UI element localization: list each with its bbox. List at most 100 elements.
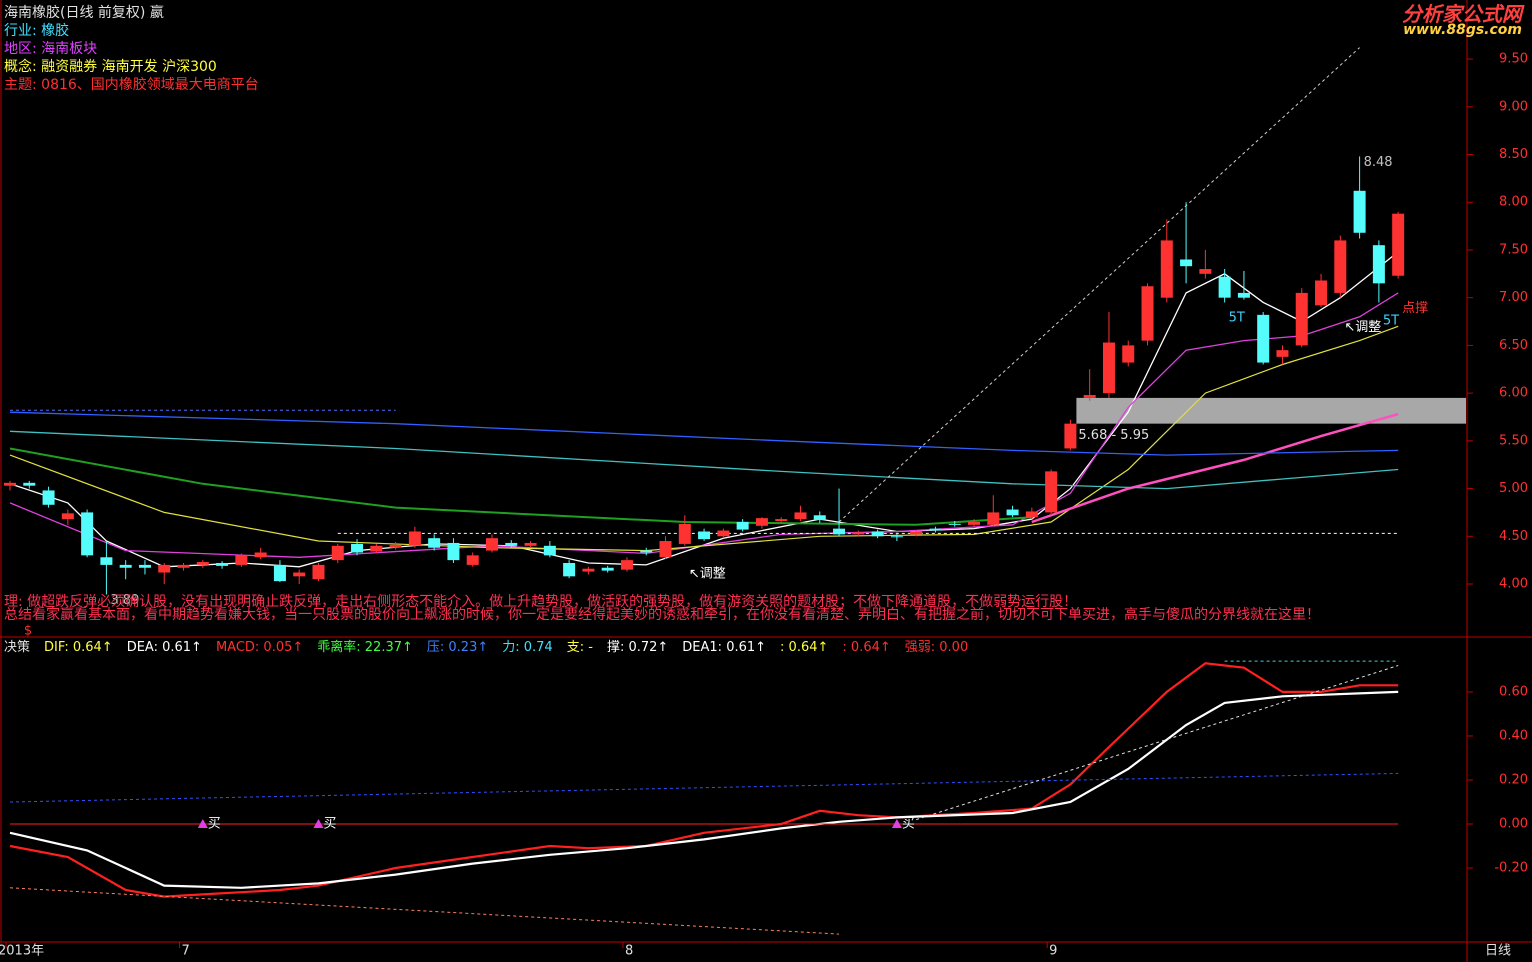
candle-body [505, 542, 518, 546]
candle-body [1257, 314, 1270, 363]
x-tick-label: 2013年 [0, 944, 44, 959]
line [9, 662, 1399, 898]
candle-body [833, 528, 846, 535]
candle-body [1160, 240, 1173, 298]
band-label: 5.68 - 5.95 [1078, 428, 1149, 443]
y-tick-label: 6.00 [1499, 386, 1528, 401]
candle-body [852, 532, 865, 535]
logo: 分析家公式网 www.88gs.com [1402, 2, 1522, 38]
y-tick-label: 0.40 [1499, 728, 1528, 743]
candle-body [813, 515, 826, 521]
candle-body [563, 562, 576, 577]
candle-body [1045, 471, 1058, 513]
candle-body [1064, 423, 1077, 449]
logo-name: 分析家公式网 [1402, 2, 1522, 26]
candle-body [620, 560, 633, 570]
candle-body [1295, 292, 1308, 346]
candle-body [389, 544, 402, 548]
candle-body [1218, 276, 1231, 298]
y-tick-label: 9.00 [1499, 99, 1528, 114]
line [9, 690, 1399, 889]
indicator: MACD: 0.05↑ [215, 640, 304, 655]
period: 日线 [1485, 944, 1511, 959]
candle-body [640, 550, 653, 553]
x-tick-label: 7 [182, 944, 190, 959]
y-tick-label: 0.00 [1499, 817, 1528, 832]
info-line: 主题: 0816、国内橡胶领域最大电商平台 [4, 77, 259, 93]
candle-body [1392, 213, 1405, 276]
indicator-row: 决策 DIF: 0.64↑ DEA: 0.61↑ MACD: 0.05↑ 乖离率: 22… [4, 640, 968, 656]
line [9, 411, 1399, 456]
y-tick-label: 4.00 [1499, 576, 1528, 591]
y-tick-label: 9.50 [1499, 52, 1528, 67]
band [1076, 397, 1466, 424]
candle-body [235, 555, 248, 565]
annotation: 点撑 [1402, 301, 1428, 316]
candle-body [910, 531, 923, 535]
candle-body [698, 531, 711, 540]
candle-body [351, 543, 364, 553]
logo-url: www.88gs.com [1403, 22, 1522, 38]
candle-body [1315, 280, 1328, 306]
y-tick-label: 0.60 [1499, 684, 1528, 699]
candle-body [929, 528, 942, 531]
candle-body [1353, 190, 1366, 233]
signal-marker [891, 819, 902, 829]
y-tick-label: 5.00 [1499, 481, 1528, 496]
indicator: 乖离率: 22.37↑ [317, 640, 413, 655]
indicator: DEA1: 0.61↑ [682, 640, 767, 655]
indicator: DEA: 0.61↑ [126, 640, 202, 655]
candle-body [717, 530, 730, 537]
candle-body [486, 538, 498, 551]
candle-body [1141, 286, 1154, 341]
candle-body [312, 564, 325, 580]
candle-body [466, 555, 479, 565]
candle-body [1334, 240, 1347, 293]
candle-body [273, 564, 286, 582]
candle-body [948, 523, 961, 525]
marker: $ [24, 624, 32, 639]
candle-body [138, 564, 151, 568]
candle-body [987, 512, 1000, 525]
signal-label: 买 [902, 817, 915, 832]
candle-body [890, 536, 903, 538]
candle-body [775, 519, 788, 521]
y-tick-label: 0.20 [1499, 772, 1528, 787]
candle-body [4, 482, 16, 486]
y-tick-label: 5.50 [1499, 433, 1528, 448]
candle-body [158, 564, 171, 573]
x-tick-label: 9 [1049, 944, 1057, 959]
candle-body [1122, 345, 1135, 363]
indicator: DIF: 0.64↑ [44, 640, 113, 655]
candle-body [177, 564, 190, 568]
candle-body [524, 542, 537, 546]
candle-body [81, 512, 94, 556]
indicator: 压: 0.23↑ [426, 640, 489, 655]
candle-body [428, 538, 441, 548]
candle-body [736, 521, 749, 530]
info-line: 行业: 橡胶 [4, 23, 70, 39]
candle-body [543, 545, 556, 556]
candle-body [61, 513, 74, 520]
line [9, 325, 1399, 552]
candle-body [968, 521, 980, 525]
indicator: 撑: 0.72↑ [606, 640, 669, 655]
line [9, 251, 1399, 568]
candle-body [1237, 292, 1250, 298]
candle-body [331, 545, 344, 561]
candle-body [408, 531, 421, 546]
candle-body [293, 572, 306, 577]
indicator: 决策 [4, 640, 31, 655]
y-tick-label: 4.50 [1499, 529, 1528, 544]
x-tick-label: 8 [625, 944, 633, 959]
y-tick-label: 8.00 [1499, 195, 1528, 210]
candle-body [794, 512, 807, 520]
annotation: 5T [1229, 310, 1245, 325]
candle-body [42, 490, 55, 505]
candle-body [23, 482, 36, 486]
annotation: ↖调整 [689, 566, 726, 581]
note: 总结看家赢看基本面，看中期趋势看嫌大钱，当一只股票的股价向上飙涨的时候，你一定是… [4, 607, 1320, 623]
title: 海南橡胶(日线 前复权) 嬴 [4, 5, 164, 21]
